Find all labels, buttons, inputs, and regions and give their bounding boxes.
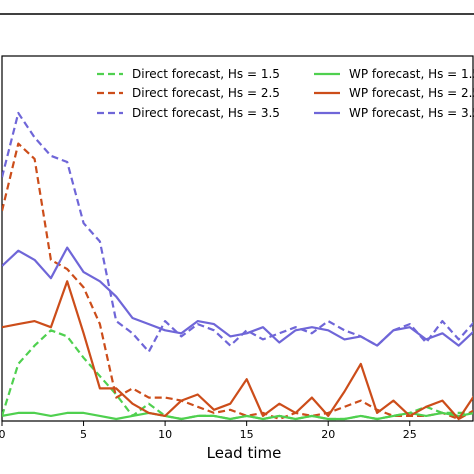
x-tick-label: 15	[240, 428, 254, 441]
legend-label: Direct forecast, Hs = 3.5	[132, 106, 280, 120]
plot-axes	[1, 55, 474, 422]
series-line-wp-2-5	[2, 280, 473, 421]
x-tick-label: 20	[321, 428, 335, 441]
series-line-wp-1-5	[2, 411, 473, 421]
x-tick-label: 25	[403, 428, 417, 441]
series-layer	[2, 111, 473, 421]
legend-label: Direct forecast, Hs = 2.5	[132, 86, 280, 100]
x-tick-label: 10	[158, 428, 172, 441]
legend-label: WP forecast, Hs = 1.5	[349, 67, 474, 81]
x-tick-label: 5	[80, 428, 87, 441]
x-axis-label: Lead time	[207, 444, 282, 462]
legend-label: WP forecast, Hs = 3.5	[349, 106, 474, 120]
plot-frame	[1, 55, 474, 422]
legend-label: Direct forecast, Hs = 1.5	[132, 67, 280, 81]
x-ticks: 0 5 10 15 20 25	[0, 421, 417, 441]
x-tick-label: 0	[0, 428, 6, 441]
legend-label: WP forecast, Hs = 2.5	[349, 86, 474, 100]
series-line-wp-3-5	[2, 246, 473, 347]
legend: Direct forecast, Hs = 1.5 Direct forecast…	[97, 67, 474, 120]
